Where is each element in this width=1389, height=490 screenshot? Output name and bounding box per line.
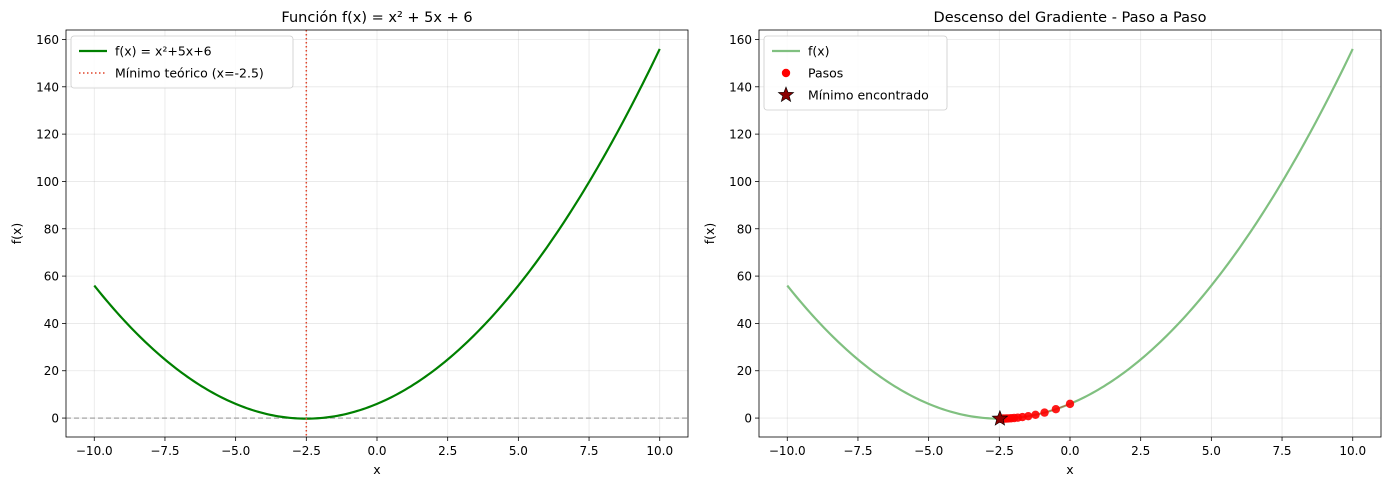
x-tick-label: −5.0 (221, 444, 250, 458)
x-tick-label: 2.5 (1131, 444, 1150, 458)
y-tick-label: 120 (729, 128, 752, 142)
plot-area (786, 48, 1354, 426)
y-tick-label: 100 (729, 175, 752, 189)
y-tick-label: 0 (51, 412, 59, 426)
chart-2: −10.0 −7.5 −5.0 −2.5 0.0 2.5 5.0 7.5 10.0 0 20 40 60… (702, 10, 1382, 477)
x-tick-label: 2.5 (438, 444, 457, 458)
function-curve (93, 48, 661, 420)
y-tick-label: 160 (36, 33, 59, 47)
legend-label: f(x) = x²+5x+6 (115, 44, 212, 59)
legend-label: f(x) (808, 44, 830, 59)
x-tick-label: −7.5 (843, 444, 872, 458)
y-tick-label: 20 (737, 364, 752, 378)
legend-star-swatch (777, 86, 795, 103)
y-tick-label: 140 (729, 80, 752, 94)
x-tick-label: −5.0 (914, 444, 943, 458)
step-point (1065, 399, 1075, 409)
x-tick-label: −2.5 (292, 444, 321, 458)
legend-box (763, 35, 948, 111)
y-tick-label: 20 (44, 364, 59, 378)
legend-label: Pasos (808, 66, 843, 81)
y-tick-label: 80 (737, 222, 752, 236)
x-tick-label: −10.0 (76, 444, 113, 458)
legend-point-swatch (781, 68, 791, 78)
legend-box (70, 35, 294, 89)
legend-label: Mínimo encontrado (808, 88, 929, 103)
y-tick-label: 0 (744, 412, 752, 426)
minimum-found-star (991, 409, 1009, 426)
x-tick-label: −10.0 (769, 444, 806, 458)
x-tick-label: −7.5 (150, 444, 179, 458)
x-tick-label: −2.5 (985, 444, 1014, 458)
plot-area (66, 30, 688, 437)
y-tick-label: 160 (729, 33, 752, 47)
legend-label: Mínimo teórico (x=-2.5) (115, 66, 264, 81)
y-tick-label: 80 (44, 222, 59, 236)
y-axis-label: f(x) (702, 223, 717, 245)
chart-title: Función f(x) = x² + 5x + 6 (281, 10, 472, 26)
y-tick-label: 140 (36, 80, 59, 94)
step-point (1040, 408, 1049, 417)
x-tick-label: 0.0 (367, 444, 386, 458)
y-tick-label: 60 (737, 270, 752, 284)
y-tick-label: 40 (44, 317, 59, 331)
step-point (1051, 404, 1061, 414)
x-axis-label: x (1066, 462, 1073, 477)
x-tick-label: 7.5 (1272, 444, 1291, 458)
legend: f(x) = x²+5x+6 Mínimo teórico (x=-2.5) (70, 35, 294, 89)
chart-1: −10.0 −7.5 −5.0 −2.5 0.0 2.5 5.0 7.5 10.0 0 20 40 60… (9, 10, 689, 477)
y-tick-label: 100 (36, 175, 59, 189)
x-tick-label: 5.0 (1202, 444, 1221, 458)
chart-title: Descenso del Gradiente - Paso a Paso (934, 10, 1207, 26)
y-tick-label: 40 (737, 317, 752, 331)
x-tick-label: 7.5 (579, 444, 598, 458)
legend: f(x) Pasos Mínimo encontrado (763, 35, 948, 111)
x-axis-label: x (373, 462, 380, 477)
x-tick-label: 5.0 (509, 444, 528, 458)
y-tick-label: 60 (44, 270, 59, 284)
y-tick-label: 120 (36, 128, 59, 142)
x-tick-label: 10.0 (646, 444, 673, 458)
y-axis-label: f(x) (9, 223, 24, 245)
step-point (1031, 410, 1040, 419)
x-tick-label: 10.0 (1339, 444, 1366, 458)
x-tick-label: 0.0 (1060, 444, 1079, 458)
